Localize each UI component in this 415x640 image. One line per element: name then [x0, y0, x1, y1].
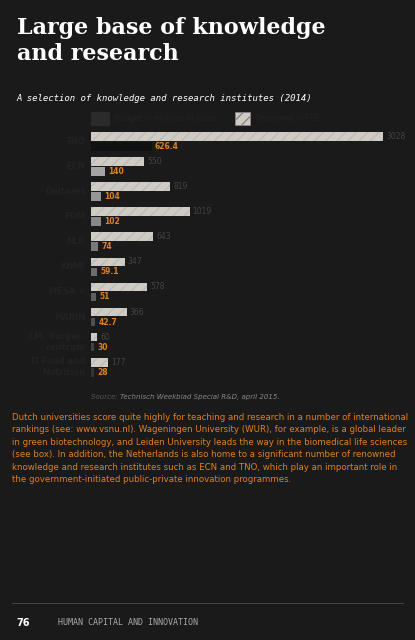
- Text: MARIN: MARIN: [54, 312, 85, 321]
- Bar: [91, 358, 108, 367]
- Text: 42.7: 42.7: [98, 317, 117, 326]
- Bar: [91, 257, 125, 266]
- Bar: [91, 268, 97, 276]
- Bar: [91, 368, 94, 376]
- Text: 550: 550: [147, 157, 162, 166]
- Bar: [91, 182, 170, 191]
- Text: ECN: ECN: [66, 162, 85, 172]
- Text: Source:: Source:: [91, 394, 120, 400]
- Text: 3028: 3028: [386, 132, 405, 141]
- Bar: [91, 207, 190, 216]
- Text: HUMAN CAPITAL AND INNOVATION: HUMAN CAPITAL AND INNOVATION: [58, 618, 198, 627]
- Text: 102: 102: [104, 218, 120, 227]
- Text: 76: 76: [17, 618, 30, 628]
- Text: 347: 347: [128, 257, 142, 266]
- Text: 819: 819: [173, 182, 188, 191]
- Bar: [91, 112, 109, 125]
- Bar: [91, 292, 96, 301]
- Text: TI Food and
Nutrition: TI Food and Nutrition: [30, 358, 85, 377]
- Text: 177: 177: [111, 358, 126, 367]
- Text: Technisch Weekblad Special R&D, april 2015.: Technisch Weekblad Special R&D, april 20…: [120, 394, 279, 400]
- Text: Dutch universities score quite highly for teaching and research in a number of i: Dutch universities score quite highly fo…: [12, 413, 409, 484]
- Text: 626.4: 626.4: [155, 142, 178, 151]
- Text: Personnel in FTE: Personnel in FTE: [256, 114, 319, 124]
- Bar: [91, 142, 151, 151]
- Text: A selection of knowledge and research institutes (2014): A selection of knowledge and research in…: [17, 95, 312, 104]
- Text: Deltares: Deltares: [45, 188, 85, 196]
- Text: MESA +: MESA +: [49, 287, 85, 296]
- Text: KNMI: KNMI: [61, 262, 85, 271]
- Bar: [91, 132, 383, 141]
- Text: TNO: TNO: [66, 137, 85, 146]
- Bar: [91, 317, 95, 326]
- Text: 104: 104: [104, 192, 120, 201]
- Bar: [91, 283, 147, 291]
- Bar: [91, 157, 144, 166]
- Text: Large base of knowledge
and research: Large base of knowledge and research: [17, 17, 325, 65]
- Bar: [235, 112, 250, 125]
- Text: Budget in millions of euros: Budget in millions of euros: [115, 114, 218, 124]
- Text: 30: 30: [97, 342, 107, 351]
- Text: FOM: FOM: [64, 212, 85, 221]
- Bar: [91, 232, 153, 241]
- Text: 1019: 1019: [193, 207, 212, 216]
- Text: J.M. Burger-
centrum: J.M. Burger- centrum: [29, 332, 85, 352]
- Bar: [91, 333, 97, 342]
- Text: 74: 74: [101, 243, 112, 252]
- Bar: [91, 343, 94, 351]
- Bar: [91, 167, 105, 176]
- Bar: [91, 193, 101, 201]
- Text: 366: 366: [129, 308, 144, 317]
- Bar: [91, 243, 98, 252]
- Text: 643: 643: [156, 232, 171, 241]
- Text: 28: 28: [97, 367, 107, 377]
- Text: 59.1: 59.1: [100, 268, 119, 276]
- Text: 578: 578: [150, 282, 164, 291]
- Text: 140: 140: [108, 167, 124, 176]
- Bar: [91, 308, 127, 316]
- Text: NLR: NLR: [66, 237, 85, 246]
- Text: 51: 51: [99, 292, 110, 301]
- Text: 60: 60: [100, 333, 110, 342]
- Bar: [91, 218, 101, 226]
